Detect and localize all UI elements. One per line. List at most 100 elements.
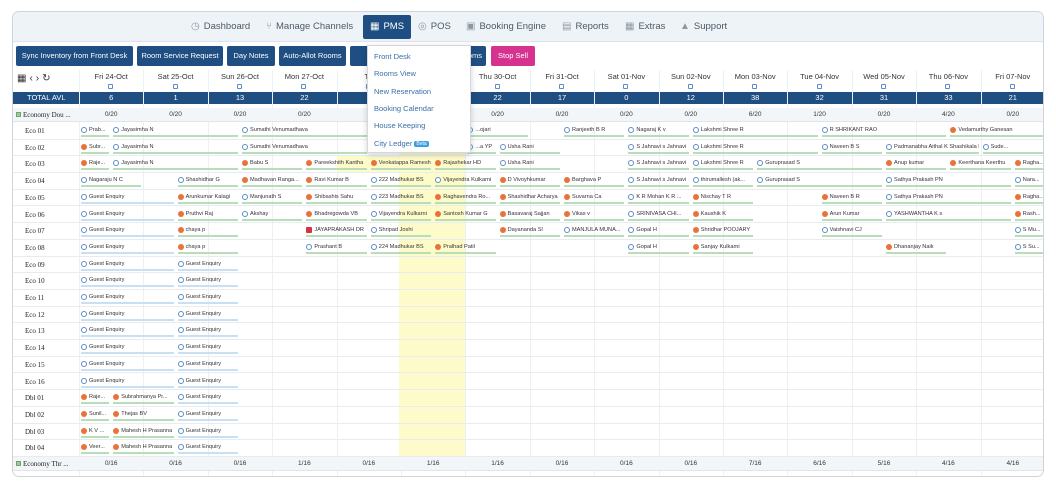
booking-block[interactable]: Vikas v xyxy=(564,209,624,219)
booking-block[interactable]: thirumallesh (ak... xyxy=(692,175,753,185)
nav-reports[interactable]: ▤ Reports xyxy=(562,12,609,42)
booking-block[interactable]: S Su... xyxy=(1014,242,1043,252)
calendar-icon[interactable] xyxy=(172,84,178,89)
booking-block[interactable]: Arunkumar Kalagi xyxy=(177,192,238,202)
booking-block[interactable]: K V ... xyxy=(81,426,109,436)
booking-block[interactable]: SRINIVASA CHI... xyxy=(628,209,688,219)
booking-block[interactable]: Jayasimha N xyxy=(113,142,238,152)
booking-block[interactable]: Lakshmi Shree R xyxy=(692,142,818,152)
booking-block[interactable]: Shashidhar G xyxy=(177,175,238,185)
booking-block[interactable]: Ranjeeth B R xyxy=(564,125,624,135)
booking-block[interactable]: S Mu... xyxy=(1014,225,1043,235)
chevron-right-icon[interactable]: › xyxy=(35,73,40,84)
room-row[interactable]: Eco 02 xyxy=(13,140,1043,157)
booking-block[interactable]: ...a YP xyxy=(467,142,495,152)
booking-block[interactable]: Guest Enquiry xyxy=(81,275,174,285)
booking-block[interactable]: Guest Enquiry xyxy=(81,376,174,386)
category-row[interactable]: Economy Thr ... 0/16 0/16 0/16 1/16 0/16 1/16 1… xyxy=(13,457,1043,471)
booking-block[interactable]: Guest Enquiry xyxy=(177,342,238,352)
date-header[interactable]: Fri 31-Oct xyxy=(545,72,579,81)
auto-allot-rooms-button[interactable]: Auto-Allot Rooms xyxy=(279,46,346,66)
nav-dashboard[interactable]: ◷ Dashboard xyxy=(191,12,250,42)
calendar-icon[interactable] xyxy=(559,84,564,89)
room-row[interactable]: Dbl 02 xyxy=(13,407,1043,424)
booking-block[interactable]: Raje... xyxy=(81,392,109,402)
date-header[interactable]: Sun 26-Oct xyxy=(221,72,259,81)
date-header[interactable]: Mon 03-Nov xyxy=(734,72,776,81)
booking-block[interactable]: Santosh Kumar G xyxy=(435,209,495,219)
booking-block[interactable]: Lakshmi Shree R xyxy=(692,125,818,135)
booking-block[interactable]: Rajashekar HD xyxy=(435,158,495,168)
booking-block[interactable]: Guest Enquiry xyxy=(81,209,174,219)
calendar-icon[interactable] xyxy=(687,84,693,89)
booking-block[interactable]: Guest Enquiry xyxy=(177,392,238,402)
booking-block[interactable]: Dayananda Sl xyxy=(499,225,560,235)
booking-block[interactable]: Babu S xyxy=(242,158,302,168)
booking-block[interactable]: Shripad Joshi xyxy=(370,225,431,235)
booking-block[interactable]: Madhavan Ranga... xyxy=(242,175,302,185)
booking-block[interactable]: Raje... xyxy=(81,158,109,168)
booking-block[interactable]: S Jahnavi s Jahnavi xyxy=(628,158,688,168)
booking-block[interactable]: Shridhar POOJARY xyxy=(692,225,753,235)
booking-block[interactable]: Suvarna Ca xyxy=(564,192,624,202)
calendar-icon[interactable] xyxy=(945,84,951,89)
date-header[interactable]: Tue 04-Nov xyxy=(800,72,840,81)
booking-block[interactable]: Guest Enquiry xyxy=(81,242,174,252)
booking-block[interactable]: Jayasimha N xyxy=(113,158,238,168)
booking-block[interactable]: Subrahmanya Pr... xyxy=(113,392,173,402)
room-row[interactable]: Eco 06 xyxy=(13,207,1043,224)
booking-block[interactable]: MANJULA MUNA... xyxy=(564,225,624,235)
booking-block[interactable]: Guest Enquiry xyxy=(177,259,238,269)
calendar-icon[interactable] xyxy=(623,84,629,89)
date-header[interactable]: Fri 07-Nov xyxy=(995,72,1031,81)
booking-block[interactable]: S Jahnavi s Jahnavi xyxy=(628,175,688,185)
menu-item-new-reservation[interactable]: New Reservation xyxy=(374,87,431,96)
room-row[interactable]: Eco 04 xyxy=(13,173,1043,190)
booking-block[interactable]: Prab... xyxy=(81,125,109,135)
booking-block[interactable]: Manjunath S xyxy=(242,192,302,202)
menu-item-front-desk[interactable]: Front Desk xyxy=(374,52,411,61)
room-row[interactable]: Eco 16 xyxy=(13,374,1043,391)
booking-block[interactable]: Sanjay Kulkarni xyxy=(692,242,753,252)
booking-block[interactable]: Barghava P xyxy=(564,175,624,185)
booking-block[interactable]: Rash... xyxy=(1014,209,1043,219)
booking-block[interactable]: K R Mohan K R ... xyxy=(628,192,688,202)
booking-block[interactable]: Guruprasad S xyxy=(757,175,882,185)
menu-item-city-ledger[interactable]: City Ledger Beta xyxy=(374,139,429,148)
nav-pms[interactable]: ▦ PMS xyxy=(363,15,412,39)
booking-block[interactable]: Sumathi Venumadhava xyxy=(242,125,367,135)
booking-block[interactable]: ...ojari xyxy=(467,125,527,135)
booking-block[interactable]: Sathya Prakash PN xyxy=(886,192,1011,202)
calendar-icon[interactable] xyxy=(752,84,758,89)
booking-block[interactable]: R SHRIKANT RAO xyxy=(821,125,947,135)
booking-block[interactable]: chaya p xyxy=(177,225,238,235)
date-header[interactable]: Thu 06-Nov xyxy=(928,72,968,81)
booking-block[interactable]: Nagaraju N C xyxy=(81,175,141,185)
booking-block[interactable]: 222 Madhukar BS xyxy=(370,175,431,185)
booking-block[interactable]: Basavaraj Sajjan xyxy=(499,209,560,219)
room-row[interactable]: Eco 13 xyxy=(13,323,1043,341)
booking-block[interactable]: Vijayendra Kulkarni xyxy=(370,209,431,219)
menu-item-rooms-view[interactable]: Rooms View xyxy=(374,69,416,78)
booking-block[interactable]: Pareekshith Kantha xyxy=(306,158,366,168)
booking-block[interactable]: Naveen B S xyxy=(821,142,882,152)
booking-block[interactable]: Guest Enquiry xyxy=(81,292,174,302)
day-notes-button[interactable]: Day Notes xyxy=(227,46,275,66)
room-service-request-button[interactable]: Room Service Request xyxy=(137,46,223,66)
room-row[interactable]: Eco 03 xyxy=(13,156,1043,174)
booking-block[interactable]: YASHWANTHA K s xyxy=(886,209,1011,219)
booking-block[interactable]: Ragha... xyxy=(1014,192,1043,202)
booking-block[interactable]: Vijayendra Kulkarni xyxy=(435,175,495,185)
nav-manage-channels[interactable]: ⑂ Manage Channels xyxy=(266,12,353,42)
booking-block[interactable]: Vaishnavi CJ xyxy=(821,225,882,235)
booking-block[interactable]: Shibashis Sahu xyxy=(306,192,366,202)
menu-item-house-keeping[interactable]: House Keeping xyxy=(374,121,425,130)
booking-block[interactable]: Pralhad Patil xyxy=(435,242,495,252)
booking-block[interactable]: Akshay xyxy=(242,209,302,219)
booking-block[interactable]: Lakshmi Shree R xyxy=(692,158,753,168)
booking-block[interactable]: Nara... xyxy=(1014,175,1043,185)
booking-block[interactable]: Guest Enquiry xyxy=(177,376,238,386)
booking-block[interactable]: Jayasimha N xyxy=(113,125,238,135)
booking-block[interactable]: Ravi Kumar B xyxy=(306,175,366,185)
booking-block[interactable]: Gopal H xyxy=(628,225,688,235)
